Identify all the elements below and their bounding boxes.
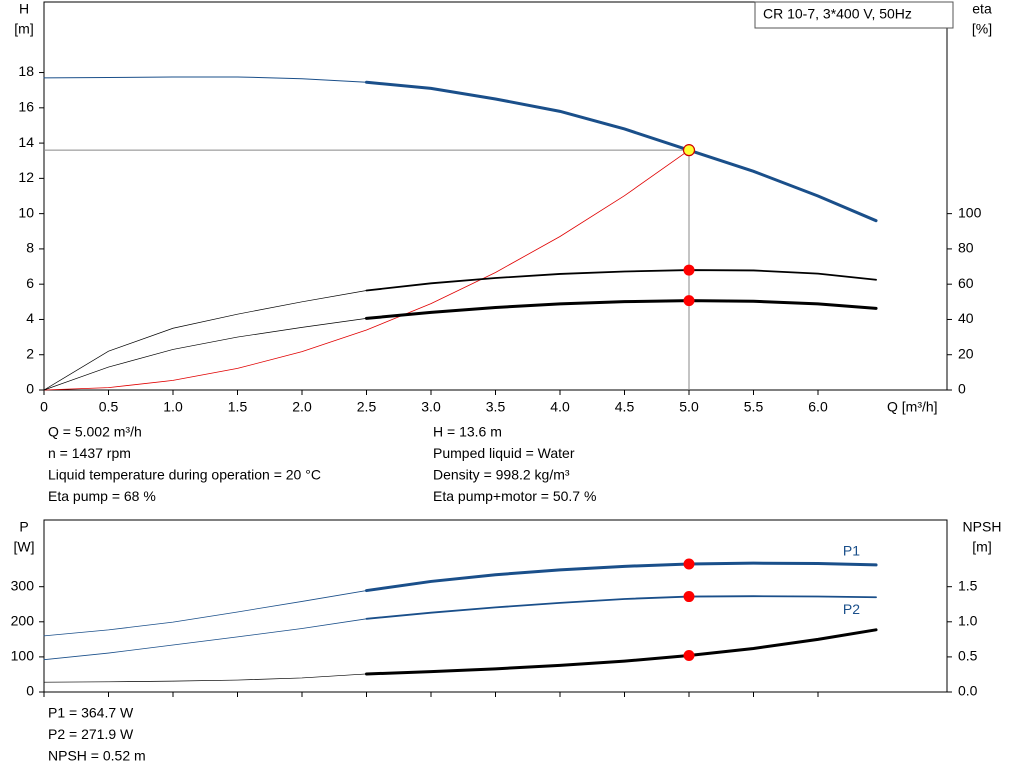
y2-tick-label: 1.0 xyxy=(958,612,978,628)
y-tick-label: 16 xyxy=(18,99,34,115)
y2-axis-label: [%] xyxy=(972,21,992,37)
curve xyxy=(43,318,367,391)
y2-tick-label: 80 xyxy=(958,240,974,256)
x-tick-label: 2.0 xyxy=(292,399,312,415)
curve xyxy=(365,269,877,292)
y-tick-label: 14 xyxy=(18,134,34,150)
x-tick-label: 3.0 xyxy=(421,399,441,415)
x-tick-label: 1.0 xyxy=(163,399,183,415)
curve xyxy=(365,80,878,223)
info-text: Density = 998.2 kg/m³ xyxy=(433,467,570,483)
y-tick-label: 100 xyxy=(11,648,35,664)
x-tick-label: 0.5 xyxy=(99,399,119,415)
y2-tick-label: 0.0 xyxy=(958,683,978,699)
curve xyxy=(43,673,367,683)
info-text: Eta pump = 68 % xyxy=(48,488,156,504)
y-axis-label: [m] xyxy=(14,21,33,37)
y-tick-label: 0 xyxy=(26,683,34,699)
x-tick-label: 0 xyxy=(40,399,48,415)
curve xyxy=(365,299,878,320)
info-text: H = 13.6 m xyxy=(433,424,502,440)
operating-point xyxy=(683,591,695,603)
operating-point xyxy=(683,558,695,570)
curve-label: P2 xyxy=(843,601,860,617)
curve xyxy=(43,149,690,391)
curve xyxy=(365,561,878,593)
operating-point xyxy=(682,144,696,157)
y2-tick-label: 0.5 xyxy=(958,648,978,664)
y-tick-label: 200 xyxy=(11,612,35,628)
x-tick-label: 1.5 xyxy=(228,399,248,415)
y-axis-label: P xyxy=(19,519,28,535)
y2-tick-label: 0 xyxy=(958,381,966,397)
curve xyxy=(43,290,367,391)
y2-tick-label: 60 xyxy=(958,275,974,291)
curve xyxy=(365,595,877,620)
curve xyxy=(43,618,367,661)
y2-tick-label: 100 xyxy=(958,204,982,220)
info-text: n = 1437 rpm xyxy=(48,445,131,461)
y-axis-label: H xyxy=(19,1,29,17)
chart-title: CR 10-7, 3*400 V, 50Hz xyxy=(763,6,912,22)
y-tick-label: 2 xyxy=(26,345,34,361)
y2-axis-label: [m] xyxy=(972,539,991,555)
info-text: P2 = 271.9 W xyxy=(48,726,134,742)
info-text: P1 = 364.7 W xyxy=(48,705,134,721)
x-tick-label: 4.5 xyxy=(615,399,635,415)
plot-frame xyxy=(43,519,948,693)
info-text: Q = 5.002 m³/h xyxy=(48,424,142,440)
info-text: Pumped liquid = Water xyxy=(433,445,575,461)
y2-axis-label: eta xyxy=(972,1,992,17)
operating-point xyxy=(683,264,695,276)
info-text: Eta pump+motor = 50.7 % xyxy=(433,488,596,504)
curve xyxy=(43,76,367,83)
x-tick-label: 6.0 xyxy=(808,399,828,415)
curve-label: P1 xyxy=(843,543,860,559)
y2-tick-label: 40 xyxy=(958,310,974,326)
plot-frame xyxy=(43,1,948,391)
y-tick-label: 0 xyxy=(26,381,34,397)
operating-point xyxy=(683,649,695,661)
curve xyxy=(365,628,878,676)
y2-tick-label: 1.5 xyxy=(958,577,978,593)
y2-tick-label: 20 xyxy=(958,345,974,361)
y-tick-label: 300 xyxy=(11,577,35,593)
x-tick-label: 5.0 xyxy=(679,399,699,415)
x-tick-label: 2.5 xyxy=(357,399,377,415)
y-tick-label: 8 xyxy=(26,240,34,256)
x-tick-label: 4.0 xyxy=(550,399,570,415)
y2-axis-label: NPSH xyxy=(963,519,1002,535)
curve xyxy=(43,590,367,637)
title-box xyxy=(754,1,954,29)
y-tick-label: 4 xyxy=(26,310,34,326)
x-tick-label: 3.5 xyxy=(486,399,506,415)
y-tick-label: 6 xyxy=(26,275,34,291)
info-text: Liquid temperature during operation = 20… xyxy=(48,467,321,483)
operating-point xyxy=(683,295,695,307)
y-axis-label: [W] xyxy=(14,539,35,555)
x-tick-label: 5.5 xyxy=(744,399,764,415)
info-text: NPSH = 0.52 m xyxy=(48,748,146,764)
y-tick-label: 12 xyxy=(18,169,34,185)
y-tick-label: 18 xyxy=(18,63,34,79)
x-axis-label: Q [m³/h] xyxy=(887,399,938,415)
y-tick-label: 10 xyxy=(18,204,34,220)
